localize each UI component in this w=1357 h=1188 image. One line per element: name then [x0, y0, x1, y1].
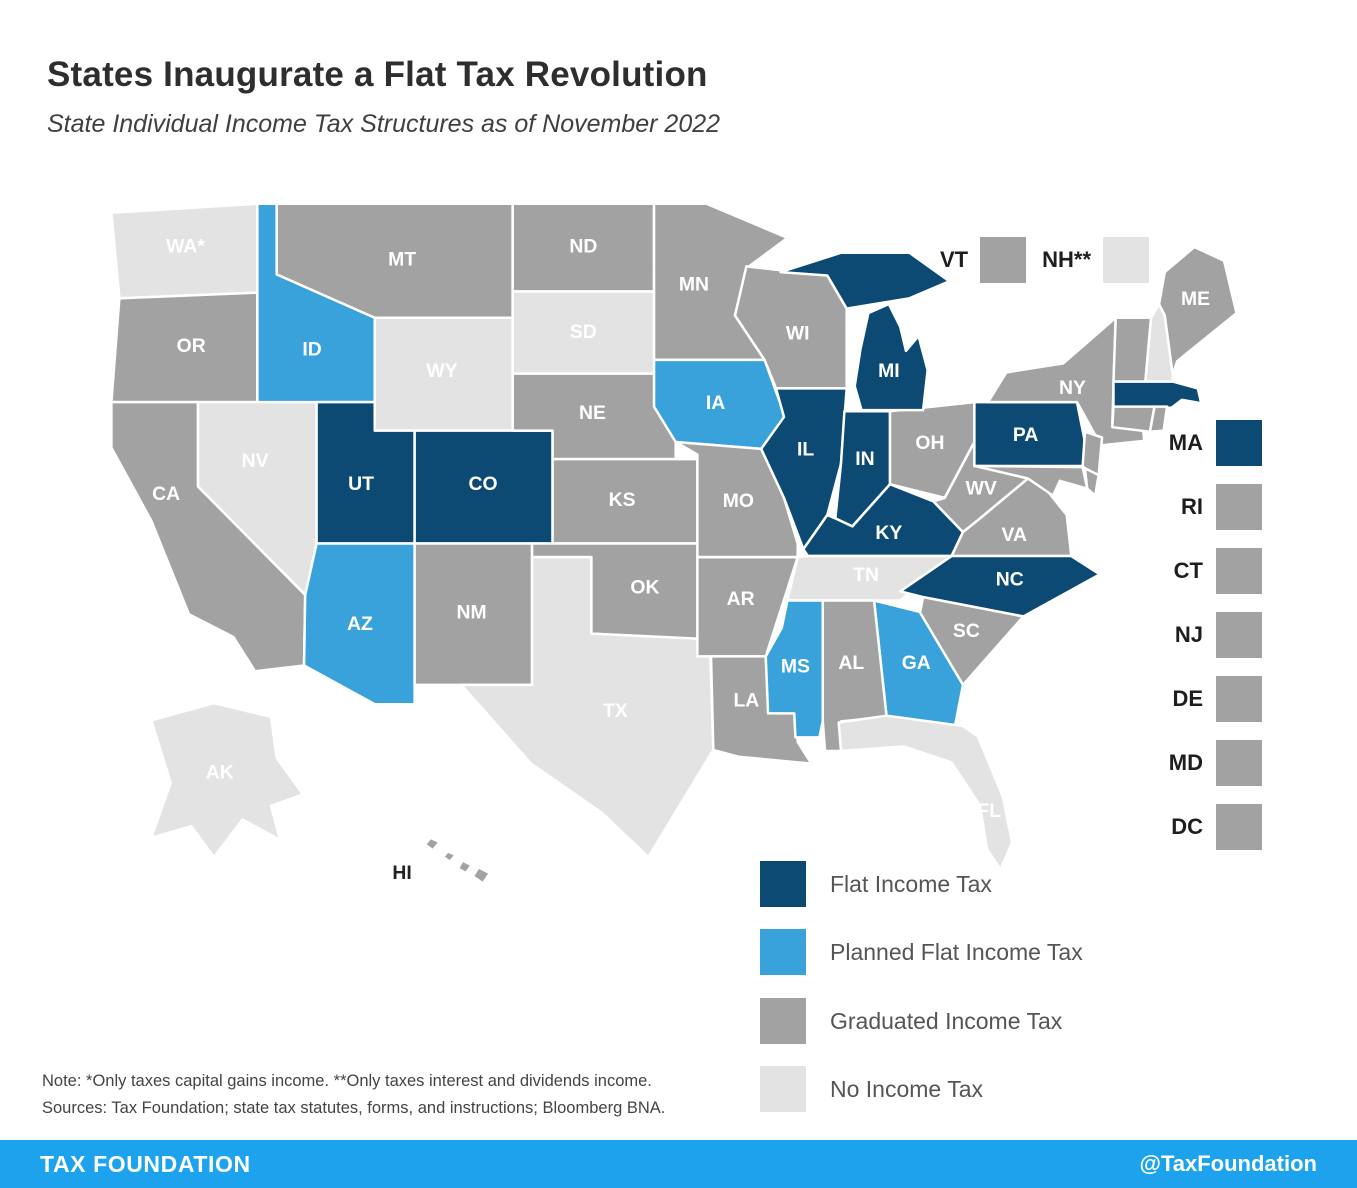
side-state-swatch-DE — [1216, 676, 1262, 722]
state-label-IL: IL — [797, 439, 814, 461]
state-label-NM: NM — [457, 602, 487, 624]
side-state-swatch-MA — [1216, 420, 1262, 466]
side-state-label-MA: MA — [1168, 430, 1203, 455]
state-label-ND: ND — [569, 236, 597, 258]
state-HI — [423, 836, 492, 885]
state-label-OH: OH — [915, 432, 944, 454]
side-state-swatch-DC — [1216, 804, 1262, 850]
state-label-MI: MI — [878, 360, 900, 382]
state-label-AR: AR — [727, 588, 755, 610]
state-label-MN: MN — [679, 273, 709, 295]
side-legend-top: VT NH** — [940, 237, 1165, 283]
side-state-label-MD: MD — [1168, 750, 1203, 775]
side-state-swatch-NH — [1103, 237, 1150, 283]
side-legend-row-DE: DE — [1100, 676, 1262, 722]
state-label-KS: KS — [609, 489, 636, 511]
state-label-NV: NV — [242, 450, 269, 472]
state-label-NY: NY — [1059, 377, 1086, 399]
legend-item-graduated: Graduated Income Tax — [760, 998, 1062, 1044]
state-ME — [1157, 245, 1238, 376]
state-label-TX: TX — [603, 700, 628, 722]
state-label-PA: PA — [1013, 424, 1038, 446]
legend-item-planned: Planned Flat Income Tax — [760, 929, 1083, 975]
state-label-TN: TN — [853, 564, 879, 586]
state-label-IA: IA — [706, 392, 725, 414]
state-label-SD: SD — [570, 321, 597, 343]
state-label-MS: MS — [781, 655, 810, 677]
state-label-SC: SC — [953, 620, 980, 642]
state-RI — [1148, 405, 1169, 434]
state-label-WY: WY — [426, 360, 457, 382]
state-MI — [779, 251, 951, 412]
side-legend-row-RI: RI — [1100, 484, 1262, 530]
state-label-MO: MO — [723, 490, 754, 512]
side-state-label-DE: DE — [1172, 686, 1203, 711]
state-label-NC: NC — [996, 569, 1024, 591]
footer-brand: TAX FOUNDATION — [40, 1150, 251, 1177]
state-MS — [764, 599, 825, 739]
legend-label-none: No Income Tax — [830, 1075, 983, 1102]
legend-swatch-graduated — [760, 998, 806, 1044]
side-legend-row-NJ: NJ — [1100, 612, 1262, 658]
state-label-UT: UT — [348, 473, 374, 495]
state-label-HI: HI — [392, 862, 411, 884]
state-label-VA: VA — [1002, 524, 1027, 546]
side-state-swatch-MD — [1216, 740, 1262, 786]
side-legend-row-MA: MA — [1100, 420, 1262, 466]
state-label-OK: OK — [630, 577, 659, 599]
side-state-swatch-RI — [1216, 484, 1262, 530]
state-AK — [150, 701, 305, 859]
side-state-label-RI: RI — [1181, 494, 1203, 519]
legend-label-graduated: Graduated Income Tax — [830, 1007, 1063, 1034]
state-MD — [973, 464, 1089, 497]
state-label-ID: ID — [302, 338, 321, 360]
state-TX — [460, 555, 715, 859]
side-legend-row-CT: CT — [1100, 548, 1262, 594]
legend-item-none: No Income Tax — [760, 1066, 983, 1112]
state-label-FL: FL — [977, 800, 1001, 822]
state-label-AZ: AZ — [347, 613, 373, 635]
state-label-WA: WA* — [166, 236, 205, 258]
state-label-NE: NE — [579, 402, 606, 424]
side-state-label-CT: CT — [1173, 558, 1203, 583]
state-label-OR: OR — [177, 335, 206, 357]
side-state-swatch-VT — [980, 237, 1027, 283]
state-label-AL: AL — [838, 652, 864, 674]
state-label-CO: CO — [469, 473, 498, 495]
state-label-KY: KY — [875, 522, 902, 544]
state-label-WV: WV — [966, 477, 997, 499]
page-title: States Inaugurate a Flat Tax Revolution — [47, 55, 708, 94]
state-label-MT: MT — [388, 248, 416, 270]
side-legend-row-MD: MD — [1100, 740, 1262, 786]
legend-swatch-flat — [760, 861, 806, 907]
legend-swatch-planned — [760, 929, 806, 975]
side-state-label-VT: VT — [940, 247, 969, 272]
sources-text: Sources: Tax Foundation; state tax statu… — [42, 1099, 666, 1117]
side-legend-row-DC: DC — [1100, 804, 1262, 850]
state-label-IN: IN — [855, 448, 874, 470]
state-label-LA: LA — [733, 690, 759, 712]
footer-bar: TAX FOUNDATION @TaxFoundation — [0, 1140, 1357, 1188]
state-label-ME: ME — [1181, 288, 1210, 310]
footer-twitter-handle: @TaxFoundation — [1139, 1151, 1317, 1176]
state-label-WI: WI — [786, 322, 810, 344]
side-state-swatch-NJ — [1216, 612, 1262, 658]
state-FL — [837, 714, 1014, 871]
state-DE — [1083, 466, 1100, 497]
side-state-label-DC: DC — [1171, 814, 1203, 839]
side-state-label-NH: NH** — [1042, 247, 1092, 272]
legend-label-planned: Planned Flat Income Tax — [830, 938, 1083, 965]
state-label-AK: AK — [206, 761, 234, 783]
state-label-GA: GA — [902, 652, 931, 674]
legend-item-flat: Flat Income Tax — [760, 861, 992, 907]
us-choropleth-map: WA* OR CA NV ID MT WY UT CO AZ NM ND SD NE KS OK TX MN IA M… — [110, 202, 1238, 885]
page-subtitle: State Individual Income Tax Structures a… — [47, 110, 721, 138]
state-label-CA: CA — [152, 483, 180, 505]
side-state-label-NJ: NJ — [1174, 622, 1203, 647]
legend-label-flat: Flat Income Tax — [830, 870, 992, 897]
state-MA — [1112, 380, 1203, 410]
legend-swatch-none — [760, 1066, 806, 1112]
side-state-swatch-CT — [1216, 548, 1262, 594]
note-text: Note: *Only taxes capital gains income. … — [42, 1072, 652, 1090]
